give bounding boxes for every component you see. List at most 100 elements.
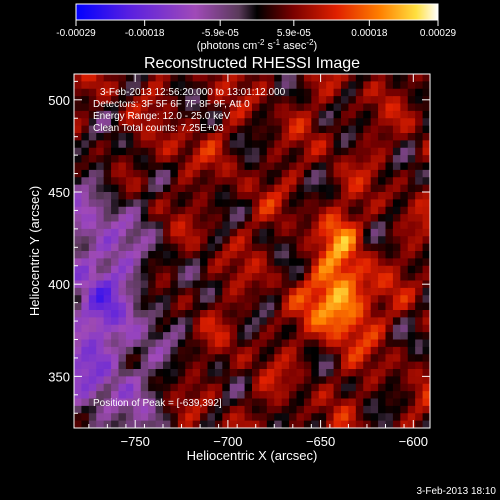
heatmap-cell xyxy=(118,354,127,363)
heatmap-cell xyxy=(222,302,231,311)
heatmap-cell xyxy=(170,376,179,385)
heatmap-cell xyxy=(281,280,290,289)
heatmap-cell xyxy=(133,243,142,252)
heatmap-cell xyxy=(222,339,231,348)
heatmap-cell xyxy=(111,354,120,363)
heatmap-cell xyxy=(363,413,372,422)
heatmap-cell xyxy=(303,81,312,90)
heatmap-cell xyxy=(281,398,290,407)
heatmap-cell xyxy=(378,140,387,149)
heatmap-cell xyxy=(88,184,97,193)
heatmap-cell xyxy=(333,354,342,363)
heatmap-cell xyxy=(103,273,112,282)
heatmap-cell xyxy=(96,405,105,414)
heatmap-cell xyxy=(111,258,120,267)
heatmap-cell xyxy=(281,354,290,363)
heatmap-cell xyxy=(370,140,379,149)
heatmap-cell xyxy=(407,184,416,193)
heatmap-cell xyxy=(348,361,357,370)
heatmap-cell xyxy=(296,192,305,200)
heatmap-cell xyxy=(237,81,246,90)
heatmap-cell xyxy=(192,405,201,414)
heatmap-cell xyxy=(341,398,350,407)
heatmap-cell xyxy=(155,199,164,208)
heatmap-cell xyxy=(170,243,179,252)
heatmap-cell xyxy=(341,413,350,422)
heatmap-cell xyxy=(392,184,401,193)
heatmap-cell xyxy=(192,354,201,363)
heatmap-cell xyxy=(133,125,142,134)
heatmap-cell xyxy=(125,361,134,370)
heatmap-cell xyxy=(296,206,305,215)
heatmap-cell xyxy=(422,243,430,252)
heatmap-cell xyxy=(163,376,172,385)
heatmap-cell xyxy=(118,88,127,97)
heatmap-cell xyxy=(192,398,201,407)
heatmap-cell xyxy=(229,192,238,200)
heatmap-cell xyxy=(88,103,97,112)
heatmap-cell xyxy=(318,199,327,208)
heatmap-cell xyxy=(296,265,305,274)
heatmap-cell xyxy=(303,88,312,97)
heatmap-cell xyxy=(385,251,394,259)
heatmap-cell xyxy=(422,214,430,223)
heatmap-cell xyxy=(274,199,283,208)
heatmap-cell xyxy=(370,184,379,193)
heatmap-cell xyxy=(296,339,305,348)
heatmap-cell xyxy=(111,155,120,164)
heatmap-cell xyxy=(400,383,409,392)
heatmap-cell xyxy=(192,228,201,237)
heatmap-cell xyxy=(207,103,216,112)
heatmap-cell xyxy=(355,169,364,178)
heatmap-cell xyxy=(296,317,305,326)
heatmap-cell xyxy=(155,96,164,105)
heatmap-cell xyxy=(400,369,409,377)
heatmap-cell xyxy=(415,199,424,208)
heatmap-cell xyxy=(363,206,372,215)
heatmap-cell xyxy=(81,192,90,200)
heatmap-cell xyxy=(392,251,401,259)
heatmap-cell xyxy=(289,361,298,370)
heatmap-cell xyxy=(422,81,430,90)
heatmap-cell xyxy=(296,391,305,400)
heatmap-cell xyxy=(140,110,149,119)
heatmap-cell xyxy=(274,361,283,370)
heatmap-cell xyxy=(303,125,312,134)
heatmap-cell xyxy=(252,162,261,171)
heatmap-cell xyxy=(289,74,298,82)
heatmap-cell xyxy=(311,332,320,341)
heatmap-cell xyxy=(192,324,201,333)
heatmap-cell xyxy=(341,81,350,90)
heatmap-cell xyxy=(118,103,127,112)
heatmap-cell xyxy=(318,243,327,252)
heatmap-cell xyxy=(296,125,305,134)
heatmap-cell xyxy=(392,147,401,156)
heatmap-cell xyxy=(214,383,223,392)
heatmap-cell xyxy=(400,177,409,186)
heatmap-cell xyxy=(125,295,134,304)
heatmap-cell xyxy=(363,74,372,82)
heatmap-cell xyxy=(222,324,231,333)
heatmap-cell xyxy=(103,324,112,333)
heatmap-cell xyxy=(303,206,312,215)
heatmap-cell xyxy=(237,169,246,178)
heatmap-cell xyxy=(355,199,364,208)
heatmap-cell xyxy=(140,169,149,178)
heatmap-cell xyxy=(222,88,231,97)
heatmap-cell xyxy=(363,302,372,311)
heatmap-cell xyxy=(163,74,172,82)
heatmap-cell xyxy=(177,169,186,178)
heatmap-cell xyxy=(207,265,216,274)
heatmap-cell xyxy=(311,265,320,274)
heatmap-cell xyxy=(170,383,179,392)
heatmap-cell xyxy=(155,324,164,333)
y-tick-label: 500 xyxy=(48,93,70,108)
heatmap-cell xyxy=(385,88,394,97)
heatmap-cell xyxy=(140,177,149,186)
heatmap-cell xyxy=(252,369,261,377)
heatmap-cell xyxy=(385,110,394,119)
heatmap-cell xyxy=(200,258,209,267)
heatmap-cell xyxy=(88,324,97,333)
heatmap-cell xyxy=(118,420,127,428)
heatmap-cell xyxy=(133,383,142,392)
